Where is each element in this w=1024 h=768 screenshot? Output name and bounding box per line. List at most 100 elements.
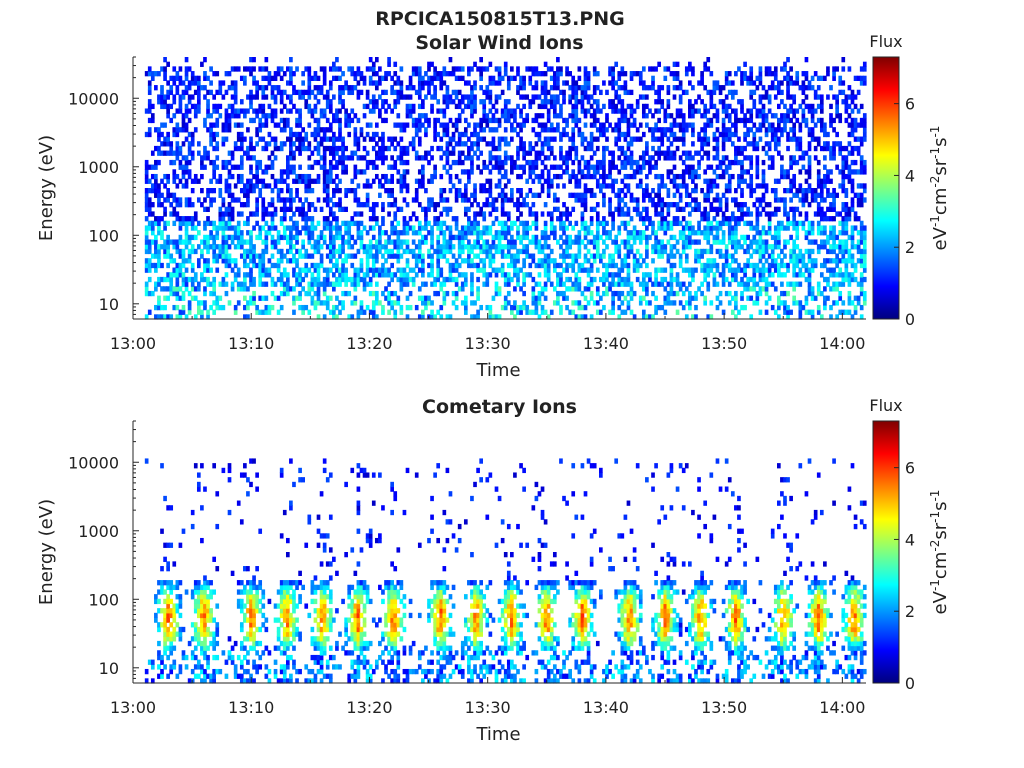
heatmap-cell <box>371 272 376 278</box>
heatmap-cell <box>500 304 505 311</box>
heatmap-cell <box>451 99 456 105</box>
heatmap-cell <box>743 239 747 245</box>
heatmap-cell <box>626 300 631 306</box>
heatmap-cell <box>445 131 450 138</box>
heatmap-cell <box>470 248 474 255</box>
heatmap-cell <box>163 244 167 250</box>
heatmap-cell <box>641 85 646 91</box>
heatmap-cell <box>657 136 661 142</box>
heatmap-cell <box>675 206 680 212</box>
heatmap-cell <box>160 304 164 311</box>
heatmap-cell <box>485 113 490 119</box>
heatmap-cell <box>488 89 493 96</box>
heatmap-cell <box>184 71 189 77</box>
heatmap-cell <box>270 173 275 180</box>
heatmap-cell <box>181 220 186 227</box>
heatmap-cell <box>522 202 526 208</box>
heatmap-cell <box>491 197 496 203</box>
heatmap-cell <box>476 262 480 269</box>
heatmap-cell <box>749 108 754 114</box>
heatmap-cell <box>660 178 665 184</box>
heatmap-cell <box>328 267 333 273</box>
heatmap-cell <box>169 202 174 208</box>
heatmap-cell <box>586 272 591 278</box>
heatmap-cell <box>319 281 324 287</box>
heatmap-cell <box>703 295 708 301</box>
heatmap-cell <box>203 197 207 203</box>
heatmap-cell <box>243 220 247 227</box>
heatmap-cell <box>172 131 177 138</box>
heatmap-cell <box>565 286 569 292</box>
heatmap-cell <box>562 253 566 259</box>
heatmap-cell <box>322 183 327 189</box>
heatmap-cell <box>310 75 315 81</box>
heatmap-cell <box>332 244 336 250</box>
heatmap-cell <box>196 75 201 81</box>
heatmap-cell <box>568 99 572 105</box>
heatmap-cell <box>150 173 155 180</box>
heatmap-cell <box>488 108 493 114</box>
heatmap-cell <box>473 141 477 147</box>
heatmap-cell <box>470 244 474 250</box>
heatmap-cell <box>681 248 686 255</box>
heatmap-cell <box>470 89 474 96</box>
heatmap-cell <box>172 150 177 156</box>
heatmap-cell <box>706 188 711 194</box>
heatmap-cell <box>289 230 293 236</box>
heatmap-cell <box>470 145 474 152</box>
heatmap-cell <box>534 85 539 91</box>
heatmap-cell <box>467 216 471 222</box>
heatmap-cell <box>635 234 640 241</box>
heatmap-cell <box>445 103 450 110</box>
heatmap-cell <box>611 99 615 105</box>
heatmap-cell <box>341 169 345 175</box>
heatmap-cell <box>638 234 643 241</box>
heatmap-cell <box>620 197 625 203</box>
heatmap-cell <box>641 230 646 236</box>
heatmap-cell <box>224 122 229 128</box>
heatmap-cell <box>439 225 444 231</box>
heatmap-cell <box>307 267 312 273</box>
heatmap-cell <box>494 164 499 170</box>
heatmap-cell <box>322 216 327 222</box>
heatmap-cell <box>307 122 312 128</box>
heatmap-cell <box>221 248 226 255</box>
heatmap-cell <box>193 216 198 222</box>
heatmap-cell <box>292 244 296 250</box>
heatmap-cell <box>697 108 701 114</box>
heatmap-cell <box>525 225 530 231</box>
heatmap-cell <box>230 164 235 170</box>
heatmap-cell <box>445 122 450 128</box>
heatmap-cell <box>574 192 579 198</box>
heatmap-cell <box>313 127 318 133</box>
heatmap-cell <box>740 159 744 166</box>
heatmap-cell <box>709 206 714 212</box>
heatmap-cell <box>402 122 407 128</box>
heatmap-cell <box>313 131 318 138</box>
heatmap-cell <box>638 300 643 306</box>
heatmap-cell <box>350 108 355 114</box>
heatmap-cell <box>663 183 668 189</box>
heatmap-cell <box>528 262 533 269</box>
heatmap-cell <box>405 244 410 250</box>
heatmap-cell <box>436 244 441 250</box>
heatmap-cell <box>381 136 385 142</box>
heatmap-cell <box>577 314 582 320</box>
heatmap-cell <box>531 178 536 184</box>
heatmap-cell <box>316 145 321 152</box>
heatmap-cell <box>371 309 376 315</box>
heatmap-cell <box>540 71 545 77</box>
heatmap-cell <box>313 136 318 142</box>
heatmap-cell <box>390 220 394 227</box>
heatmap-cell <box>571 136 576 142</box>
heatmap-cell <box>279 145 284 152</box>
heatmap-cell <box>285 122 290 128</box>
heatmap-cell <box>583 206 588 212</box>
heatmap-cell <box>703 230 708 236</box>
heatmap-cell <box>175 145 180 152</box>
heatmap-cell <box>632 117 637 124</box>
heatmap-cell <box>442 127 447 133</box>
heatmap-cell <box>433 117 437 124</box>
heatmap-cell <box>328 178 333 184</box>
heatmap-cell <box>390 89 394 96</box>
